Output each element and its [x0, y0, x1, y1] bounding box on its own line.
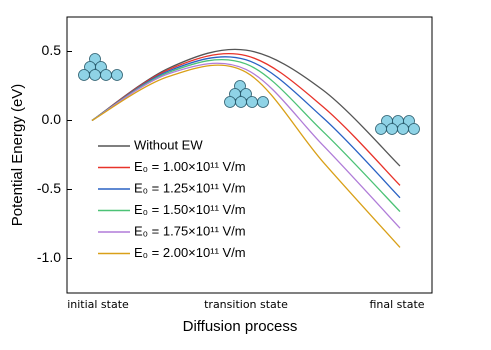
atoms-initial: [78, 53, 123, 81]
legend-label: E₀ = 1.00×10¹¹ V/m: [134, 159, 246, 174]
line-series: [91, 53, 401, 186]
atoms-final: [375, 115, 420, 135]
x-tick-label: initial state: [67, 298, 129, 311]
line-series: [91, 64, 401, 248]
line-series: [91, 48, 401, 167]
plot-frame: [66, 16, 433, 294]
legend-label: E₀ = 1.75×10¹¹ V/m: [134, 223, 246, 238]
legend-label: E₀ = 1.50×10¹¹ V/m: [134, 202, 246, 217]
line-series: [91, 56, 401, 199]
legend-label: E₀ = 1.25×10¹¹ V/m: [134, 180, 246, 195]
y-tick-label: -1.0: [37, 249, 61, 265]
x-axis-label: Diffusion process: [183, 318, 298, 335]
x-tick-label: transition state: [204, 298, 288, 311]
y-tick-label: -0.5: [37, 180, 61, 196]
legend-label: Without EW: [134, 137, 203, 152]
y-tick-label: 0.5: [42, 42, 62, 58]
legend-label: E₀ = 2.00×10¹¹ V/m: [134, 245, 246, 260]
y-tick-label: 0.0: [42, 111, 62, 127]
y-axis-label: Potential Energy (eV): [9, 84, 26, 227]
line-series: [91, 62, 401, 229]
x-tick-label: final state: [369, 298, 424, 311]
line-series: [91, 58, 401, 213]
atoms-transition: [224, 80, 269, 108]
